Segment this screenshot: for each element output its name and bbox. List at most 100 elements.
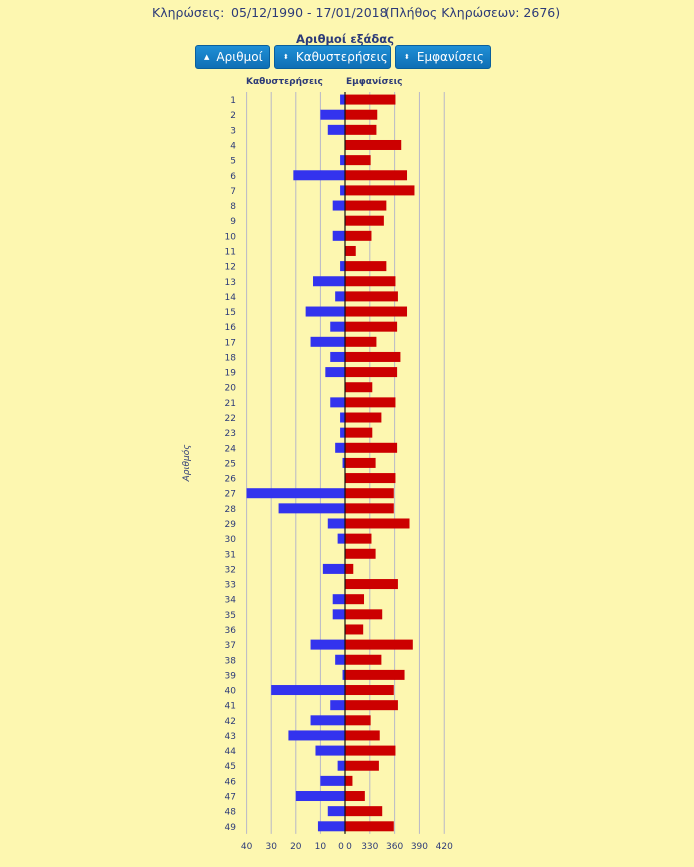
delay-bar: [327, 518, 345, 529]
appearance-bar: [345, 579, 398, 590]
appearance-bar: [345, 821, 394, 832]
category-label: 48: [225, 808, 237, 818]
category-label: 40: [225, 687, 237, 697]
category-label: 31: [225, 550, 236, 560]
delay-bar: [246, 488, 345, 499]
appearance-bar: [345, 654, 382, 665]
sort-by-delays-button[interactable]: ⬍ Καθυστερήσεις: [274, 45, 391, 69]
appearance-bar: [345, 124, 377, 135]
sort-by-number-label: Αριθμοί: [216, 50, 263, 64]
delay-bar: [330, 397, 345, 408]
category-label: 37: [225, 641, 236, 651]
delay-bar: [327, 806, 345, 817]
delay-bar: [340, 412, 345, 423]
appearance-bar: [345, 109, 378, 120]
delay-bar: [335, 654, 345, 665]
delay-bar: [340, 261, 345, 272]
delay-bar: [288, 730, 345, 741]
appearance-tick-label: 420: [436, 842, 453, 852]
delay-bar: [320, 775, 345, 786]
category-label: 47: [225, 793, 236, 803]
category-label: 1: [230, 96, 236, 106]
sort-icon: ⬍: [283, 53, 289, 61]
delay-bar: [332, 594, 345, 605]
chart-subtitle: Αριθμοί εξάδας: [295, 32, 395, 46]
appearance-bar: [345, 155, 371, 166]
category-label: 38: [225, 656, 237, 666]
category-label: 24: [225, 444, 237, 454]
delay-tick-label: 30: [265, 842, 277, 852]
sort-by-appearances-label: Εμφανίσεις: [416, 50, 484, 64]
category-label: 41: [225, 702, 236, 712]
category-label: 32: [225, 565, 236, 575]
category-label: 17: [225, 338, 236, 348]
appearance-bar: [345, 503, 394, 514]
appearance-bar: [345, 427, 373, 438]
category-label: 9: [230, 217, 236, 227]
appearance-bar: [345, 321, 398, 332]
appearance-tick-label: 390: [411, 842, 428, 852]
delay-bar: [342, 457, 345, 468]
appearance-bar: [345, 261, 387, 272]
category-label: 13: [225, 278, 236, 288]
sort-by-appearances-button[interactable]: ⬍ Εμφανίσεις: [395, 45, 491, 69]
appearance-bar: [345, 624, 364, 635]
delay-bar: [325, 367, 345, 378]
delay-tick-label: 0: [338, 842, 344, 852]
appearance-bar: [345, 806, 383, 817]
delay-bar: [332, 230, 345, 241]
category-label: 2: [230, 111, 236, 121]
delay-bar: [293, 170, 345, 181]
category-label: 29: [225, 520, 237, 530]
appearance-bar: [345, 245, 356, 256]
delay-bar: [322, 563, 345, 574]
category-label: 16: [225, 323, 237, 333]
delay-bar: [320, 109, 345, 120]
category-label: 43: [225, 732, 236, 742]
appearance-bar: [345, 669, 405, 680]
delay-tick-label: 20: [290, 842, 302, 852]
delay-tick-label: 40: [241, 842, 253, 852]
delay-bar: [315, 745, 345, 756]
category-label: 15: [225, 308, 236, 318]
appearance-tick-label: 360: [386, 842, 403, 852]
appearance-bar: [345, 594, 365, 605]
category-label: 21: [225, 399, 236, 409]
appearances-column-heading: Εμφανίσεις: [346, 77, 403, 87]
appearance-bar: [345, 563, 354, 574]
appearance-bar: [345, 230, 372, 241]
appearance-bar: [345, 457, 376, 468]
delay-bar: [295, 791, 345, 802]
appearance-bar: [345, 276, 396, 287]
delay-bar: [310, 715, 345, 726]
appearance-bar: [345, 533, 372, 544]
category-label: 18: [225, 353, 237, 363]
category-label: 42: [225, 717, 236, 727]
draws-count: (Πλήθος Κληρώσεων: 2676): [385, 5, 561, 20]
appearance-bar: [345, 442, 398, 453]
delay-bar: [340, 185, 345, 196]
sort-by-number-button[interactable]: ▲ Αριθμοί: [195, 45, 270, 69]
appearance-bar: [345, 609, 383, 620]
appearance-bar: [345, 351, 401, 362]
appearance-bar: [345, 170, 408, 181]
sort-buttons: ▲ Αριθμοί ⬍ Καθυστερήσεις ⬍ Εμφανίσεις: [195, 45, 491, 69]
appearance-bar: [345, 94, 396, 105]
category-label: 35: [225, 611, 236, 621]
category-label: 20: [225, 384, 237, 394]
appearance-bar: [345, 760, 379, 771]
category-label: 22: [225, 414, 236, 424]
category-label: 34: [225, 596, 237, 606]
sort-by-delays-label: Καθυστερήσεις: [295, 50, 388, 64]
delay-bar: [332, 609, 345, 620]
category-label: 4: [230, 141, 236, 151]
appearance-bar: [345, 548, 376, 559]
y-axis-title: Αριθμός: [181, 444, 192, 482]
category-label: 11: [225, 247, 236, 257]
delay-bar: [305, 306, 345, 317]
category-label: 6: [230, 172, 236, 182]
appearance-bar: [345, 518, 410, 529]
delay-bar: [317, 821, 345, 832]
appearance-bar: [345, 397, 396, 408]
appearance-tick-label: 330: [361, 842, 378, 852]
